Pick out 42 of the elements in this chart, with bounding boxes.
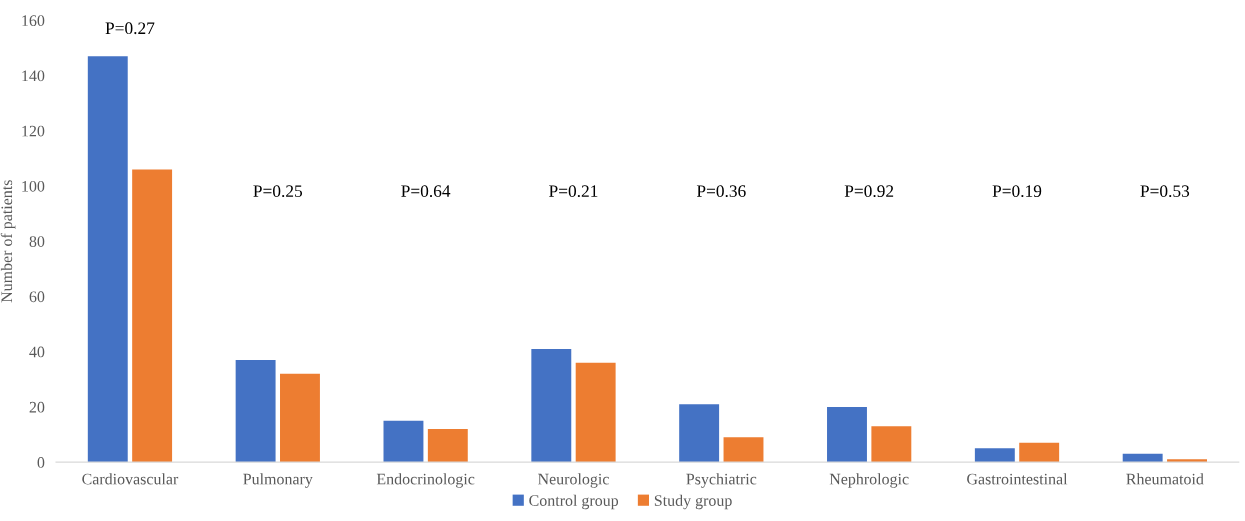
annotation: P=0.53 — [1140, 185, 1190, 198]
x-tick-label: Endocrinologic — [376, 473, 475, 488]
bar — [1019, 442, 1060, 463]
bar — [280, 373, 320, 463]
y-tick-label: 20 — [29, 401, 45, 413]
annotation: P=0.92 — [844, 185, 894, 198]
annotation: P=0.64 — [401, 185, 451, 198]
bar — [235, 359, 276, 463]
x-tick-label: Pulmonary — [243, 473, 313, 488]
y-axis-title: Number of patients — [0, 180, 16, 303]
bar — [531, 348, 572, 463]
bar — [679, 404, 720, 463]
bar — [427, 428, 468, 463]
bar — [87, 56, 128, 463]
bar — [575, 362, 616, 463]
annotation: P=0.21 — [549, 185, 598, 198]
y-tick-label: 40 — [29, 346, 45, 358]
annotation: P=0.36 — [696, 185, 746, 198]
y-tick-label: 60 — [29, 291, 45, 303]
bar — [827, 406, 867, 463]
annotation: P=0.19 — [992, 185, 1042, 198]
legend-label: Study group — [654, 494, 732, 510]
annotation: P=0.25 — [253, 185, 303, 198]
bar — [383, 420, 424, 463]
annotation: P=0.27 — [105, 22, 155, 35]
bar — [871, 426, 912, 463]
x-tick-label: Psychiatric — [686, 473, 757, 488]
x-tick-label: Gastrointestinal — [967, 473, 1068, 485]
x-tick-label: Cardiovascular — [82, 473, 179, 485]
bar — [974, 448, 1015, 463]
y-tick-label: 140 — [22, 70, 45, 82]
bar — [132, 169, 173, 463]
y-tick-label: 80 — [29, 236, 45, 247]
y-tick-label: 120 — [22, 125, 45, 137]
y-tick-label: 100 — [22, 180, 45, 192]
x-tick-label: Nephrologic — [829, 473, 909, 488]
y-tick-label: 0 — [37, 457, 45, 468]
x-tick-label: Rheumatoid — [1126, 473, 1204, 485]
bar — [723, 437, 764, 463]
y-tick-label: 160 — [22, 15, 45, 27]
legend-label: Control group — [529, 494, 619, 510]
x-tick-label: Neurologic — [538, 473, 609, 488]
